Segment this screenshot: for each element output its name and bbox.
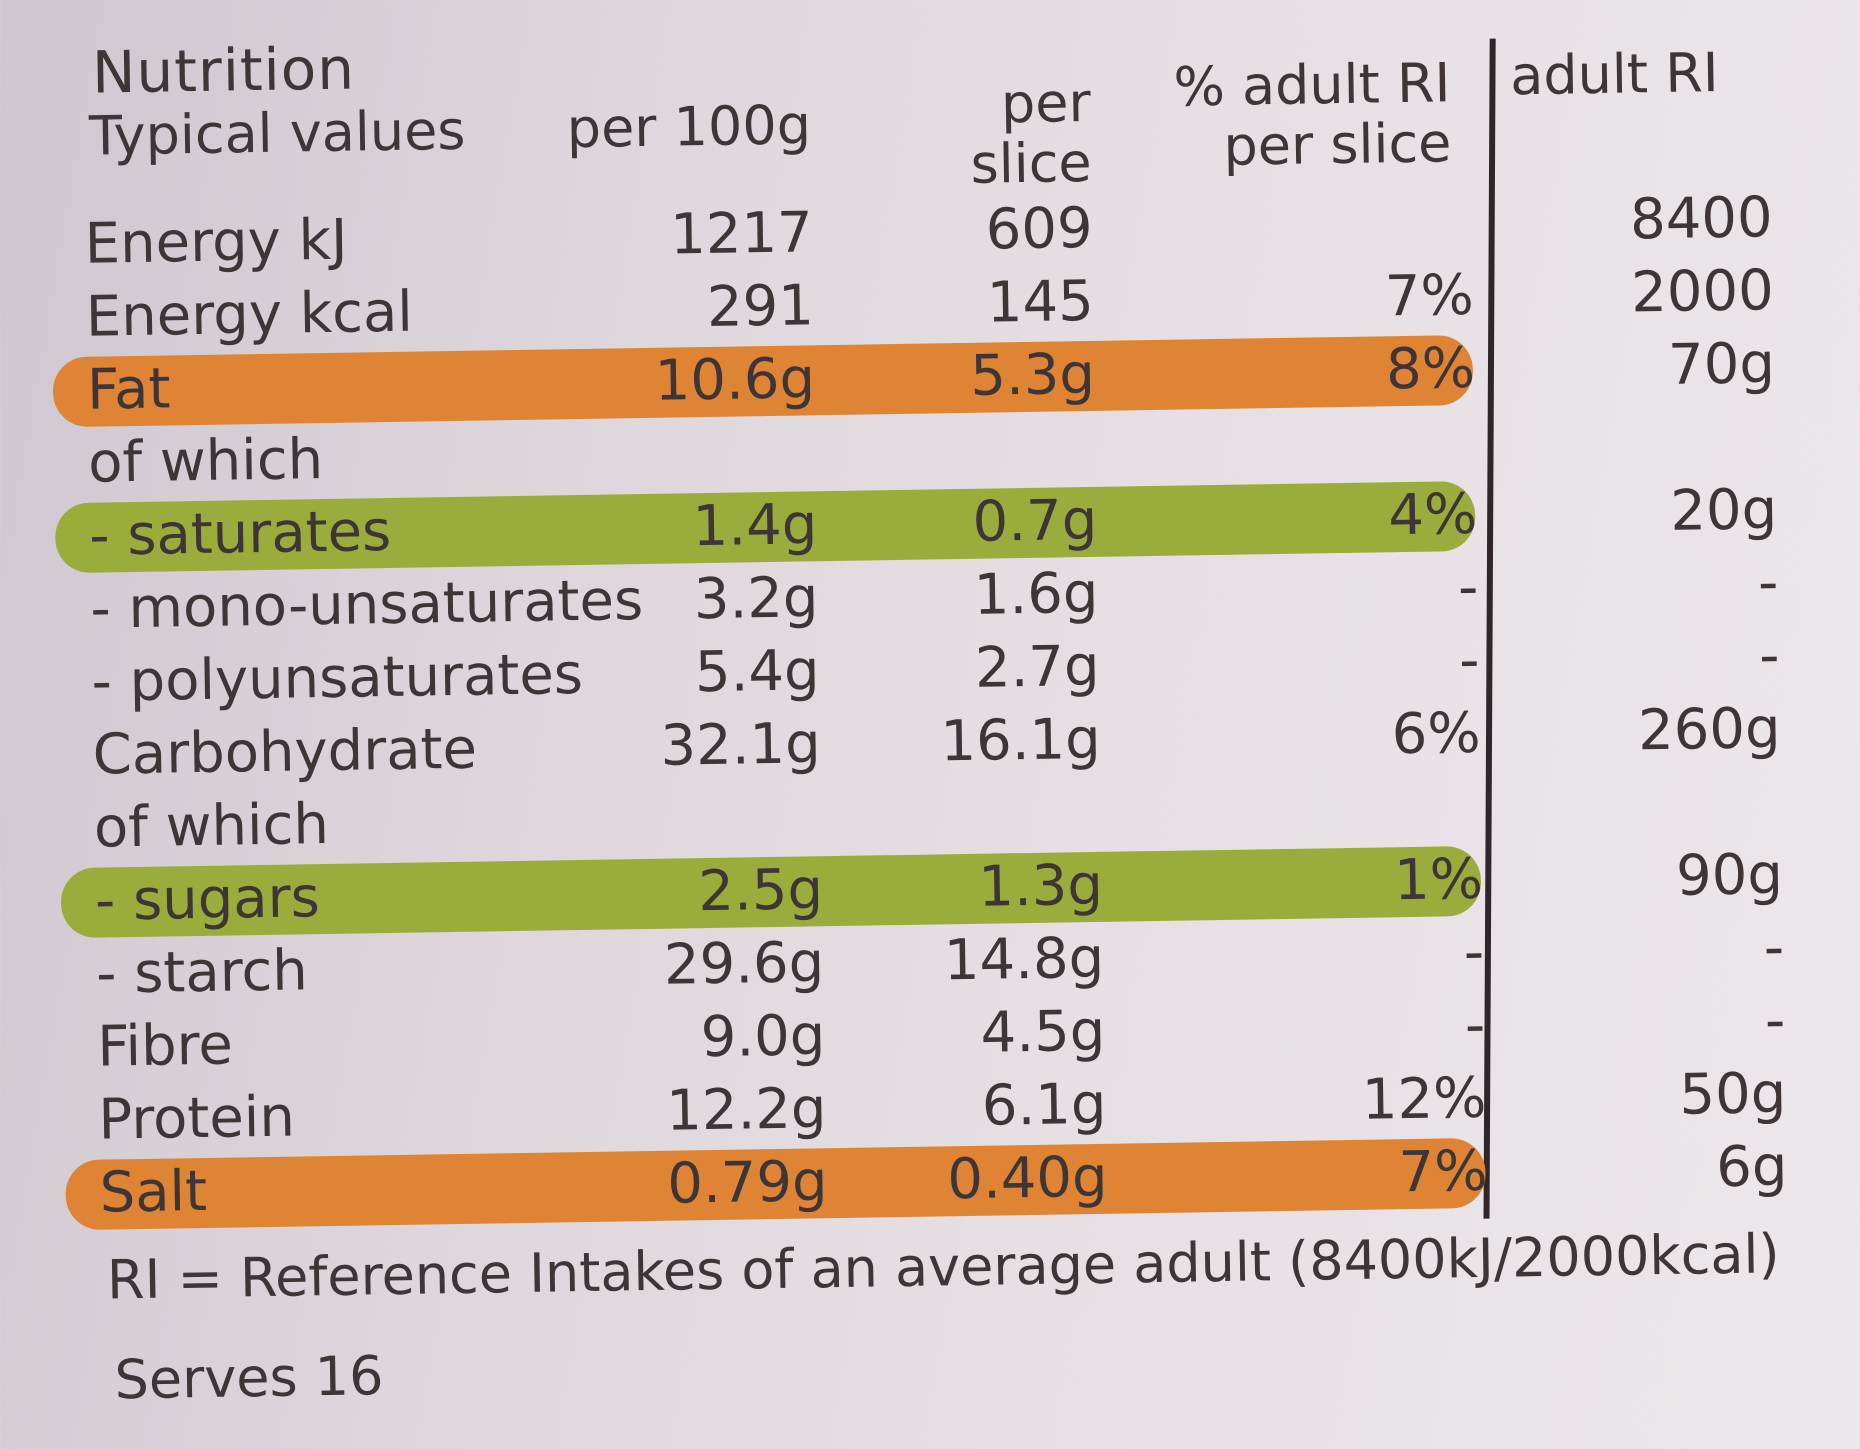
- row-per-100g: 1217: [669, 200, 814, 268]
- row-name: - saturates: [88, 498, 392, 569]
- row-percent-ri: -: [1457, 554, 1479, 621]
- row-per-100g: 9.0g: [700, 1003, 826, 1071]
- row-name: - polyunsaturates: [91, 641, 584, 715]
- nutrition-rows: Energy kJ 1217 609 8400 Energy kcal 291 145 7% 2…: [0, 0, 1849, 1231]
- row-adult-ri: -: [1758, 623, 1780, 689]
- row-percent-ri: 7%: [1398, 1138, 1488, 1206]
- row-adult-ri: 20g: [1669, 477, 1778, 544]
- row-percent-ri: 1%: [1393, 846, 1484, 914]
- row-adult-ri: -: [1757, 550, 1779, 616]
- row-percent-ri: -: [1464, 992, 1486, 1059]
- row-percent-ri: 4%: [1387, 481, 1478, 549]
- row-name: Carbohydrate: [92, 716, 478, 788]
- row-per-100g: 291: [706, 273, 815, 340]
- header-adult-ri: adult RI: [1509, 41, 1720, 108]
- row-per-slice: 0.7g: [972, 487, 1098, 555]
- row-per-100g: 0.79g: [666, 1149, 829, 1217]
- row-adult-ri: 260g: [1637, 696, 1782, 764]
- row-adult-ri: 90g: [1675, 842, 1784, 909]
- row-adult-ri: -: [1764, 988, 1786, 1054]
- header-per-100g: per 100g: [566, 93, 812, 161]
- row-name: - starch: [95, 938, 309, 1007]
- row-adult-ri: -: [1763, 915, 1785, 981]
- row-adult-ri: 8400: [1629, 185, 1774, 253]
- row-per-100g: 12.2g: [665, 1076, 827, 1144]
- row-percent-ri: 12%: [1361, 1065, 1487, 1133]
- row-name: Fibre: [96, 1012, 234, 1080]
- row-name: Energy kcal: [85, 279, 414, 350]
- row-name: Salt: [99, 1158, 208, 1226]
- footnote: RI = Reference Intakes of an average adu…: [106, 1222, 1780, 1312]
- row-per-slice: 609: [985, 195, 1094, 263]
- row-per-slice: 4.5g: [980, 998, 1106, 1066]
- row-percent-ri: 6%: [1391, 700, 1482, 768]
- row-name: of which: [93, 791, 330, 861]
- row-per-slice: 145: [986, 268, 1095, 336]
- header-typical-values: Typical values: [88, 98, 466, 168]
- row-adult-ri: 70g: [1667, 331, 1776, 398]
- row-per-slice: 2.7g: [974, 633, 1101, 701]
- row-per-100g: 5.4g: [694, 638, 821, 706]
- row-percent-ri: 8%: [1385, 335, 1476, 403]
- row-per-slice: 1.6g: [973, 560, 1099, 628]
- row-adult-ri: 50g: [1678, 1061, 1787, 1128]
- table-title: Nutrition: [91, 34, 356, 107]
- row-percent-ri: -: [1463, 919, 1485, 986]
- row-name: Fat: [86, 356, 171, 423]
- row-per-slice: 6.1g: [981, 1071, 1107, 1139]
- row-name: Energy kJ: [84, 207, 349, 277]
- row-per-100g: 10.6g: [654, 346, 816, 414]
- row-per-100g: 29.6g: [663, 930, 825, 998]
- row-percent-ri: [1152, 187, 1472, 192]
- row-name: - sugars: [94, 865, 321, 934]
- row-per-100g: 2.5g: [697, 857, 824, 925]
- row-percent-ri: 7%: [1384, 262, 1475, 330]
- header-percent-ri: % adult RI per slice: [1173, 51, 1452, 178]
- row-percent-ri: -: [1458, 627, 1480, 694]
- row-name: of which: [87, 427, 324, 496]
- row-per-100g: 1.4g: [692, 492, 818, 560]
- row-per-100g: 3.2g: [693, 565, 819, 633]
- header-per-slice: per slice: [970, 70, 1093, 196]
- row-per-100g: 32.1g: [659, 711, 822, 779]
- row-adult-ri: 2000: [1630, 258, 1775, 326]
- row-per-slice: 16.1g: [939, 706, 1102, 775]
- row-per-slice: 1.3g: [977, 852, 1104, 920]
- row-per-slice: 14.8g: [943, 925, 1105, 994]
- row-adult-ri: 6g: [1715, 1134, 1788, 1201]
- row-per-slice: 0.40g: [946, 1144, 1109, 1213]
- serves-text: Serves 16: [114, 1344, 384, 1412]
- row-name: Protein: [97, 1084, 296, 1153]
- row-per-slice: 5.3g: [969, 341, 1096, 409]
